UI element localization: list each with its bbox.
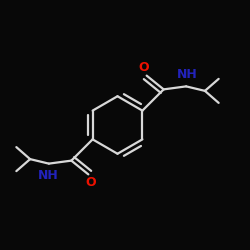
Text: NH: NH xyxy=(177,68,198,81)
Text: O: O xyxy=(139,60,149,74)
Text: O: O xyxy=(86,176,96,190)
Text: NH: NH xyxy=(38,169,58,182)
